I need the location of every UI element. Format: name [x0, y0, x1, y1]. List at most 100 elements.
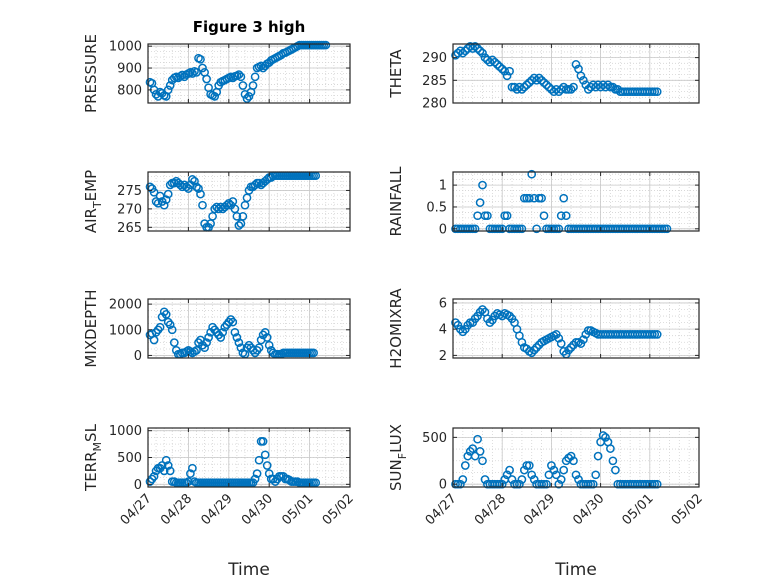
subplot-8-xtick-label: 04/29 — [521, 491, 558, 528]
subplot-7: 0 500 1000 TERRMSL 04/27 04/28 04/29 04/30 05/01… — [82, 423, 357, 580]
subplot-8-point — [475, 447, 485, 456]
subplot-3-point — [232, 211, 242, 221]
subplot-3-ylabel: AIRTEMP — [82, 170, 104, 233]
subplot-8-point — [497, 479, 507, 489]
subplot-2-ytick-label: 285 — [422, 74, 447, 89]
subplot-8-point — [515, 479, 524, 489]
subplot-8-point — [517, 475, 527, 484]
subplot-8-point — [608, 456, 618, 466]
subplot-8-xtick-label: 05/02 — [669, 491, 706, 528]
subplot-7-point — [250, 474, 260, 484]
subplot-3-point — [222, 200, 232, 210]
subplot-2-point — [564, 85, 573, 94]
subplot-2-point — [512, 85, 522, 94]
subplot-6-point — [529, 345, 539, 355]
subplot-1-point — [244, 92, 254, 101]
subplot-2-point — [480, 53, 490, 62]
subplot-8-point — [593, 451, 603, 461]
subplot-3-point — [169, 178, 179, 188]
subplot-3-point — [151, 197, 161, 206]
subplot-2-point — [517, 85, 527, 94]
subplot-2-ytick-label: 290 — [422, 51, 447, 66]
subplot-7-point — [264, 469, 274, 478]
subplot-2-point — [650, 87, 660, 97]
subplot-2-point — [483, 55, 492, 65]
subplot-7-point — [163, 461, 173, 470]
subplot-2-point — [529, 73, 539, 83]
subplot-2-point — [473, 44, 482, 53]
subplot-8-point — [524, 461, 534, 470]
subplot-2-point — [485, 57, 495, 67]
subplot-7-point — [258, 437, 268, 446]
subplot-5-point — [228, 317, 238, 327]
subplot-5-point — [236, 343, 246, 353]
subplot-5-point — [216, 333, 226, 342]
subplot-2-point — [596, 82, 605, 92]
subplot-4-ytick-label: 0.5 — [426, 200, 447, 215]
subplot-1-point — [196, 54, 205, 64]
subplot-5-point — [264, 340, 274, 350]
subplot-2-point — [603, 80, 613, 90]
subplot-4-point — [534, 193, 544, 203]
subplot-4-point — [662, 224, 672, 234]
subplot-2-point — [458, 48, 468, 58]
subplot-4-frame — [452, 171, 700, 232]
subplot-8-point — [529, 475, 539, 484]
subplot-8-point — [611, 465, 620, 475]
subplot-5-point — [200, 343, 209, 353]
subplot-2-point — [515, 82, 524, 92]
subplot-6-point — [458, 327, 468, 337]
subplot-1-point — [198, 63, 207, 73]
subplot-2-point — [542, 80, 551, 90]
subplot-1-point — [238, 81, 248, 90]
subplot-2-point — [576, 71, 586, 81]
subplot-5-point — [230, 327, 240, 337]
subplot-4-point — [532, 224, 541, 234]
subplot-6-point — [571, 337, 581, 347]
subplot-8-point — [571, 470, 581, 480]
subplot-4-point — [527, 169, 537, 179]
subplot-2-point — [460, 46, 470, 56]
subplot-5-point — [155, 322, 165, 332]
subplot-6-point — [527, 348, 537, 358]
subplot-5-ytick-label: 0 — [134, 349, 142, 364]
subplot-6-point — [532, 343, 541, 352]
subplot-8-frame — [452, 427, 700, 488]
subplot-2-point — [549, 87, 559, 97]
subplot-1-point — [210, 92, 220, 101]
subplot-8-point — [495, 479, 505, 489]
subplot-6-point — [564, 345, 573, 355]
subplot-2-point — [551, 85, 561, 94]
subplot-4-point — [539, 211, 549, 221]
subplot-3-point — [194, 184, 203, 193]
subplot-4-point — [495, 224, 505, 234]
subplot-4-point — [561, 211, 571, 221]
subplot-4-point — [551, 224, 561, 234]
subplot-2-point — [532, 75, 541, 85]
subplot-5-point — [309, 348, 318, 358]
subplot-2-point — [470, 41, 480, 51]
subplot-2-point — [606, 82, 615, 92]
subplot-7-point — [260, 450, 270, 460]
subplot-2-point — [475, 46, 485, 56]
subplot-2-point — [608, 82, 618, 92]
subplot-8-xtick-label: 04/30 — [570, 491, 607, 528]
subplot-1-ytick-label: 1000 — [109, 40, 142, 55]
subplot-3-point — [234, 221, 244, 230]
subplot-2-point — [478, 48, 487, 58]
subplot-2-point — [544, 82, 554, 92]
subplot-7-xtick-label: 05/02 — [320, 491, 357, 528]
subplot-7-point — [149, 471, 159, 481]
subplot-7-point — [186, 469, 195, 478]
subplot-1-ylabel: PRESSURE — [82, 34, 100, 113]
subplot-8-point — [566, 451, 576, 461]
subplot-8-point — [601, 433, 610, 442]
subplot-1-point — [202, 74, 211, 84]
subplot-6-point — [517, 337, 527, 347]
subplot-2-point — [652, 87, 662, 97]
subplot-8-point — [583, 479, 593, 489]
subplot-6-point — [554, 333, 564, 343]
subplot-4-point — [517, 224, 527, 234]
subplot-1-ytick-label: 900 — [117, 62, 142, 77]
subplot-3-point — [149, 187, 159, 197]
